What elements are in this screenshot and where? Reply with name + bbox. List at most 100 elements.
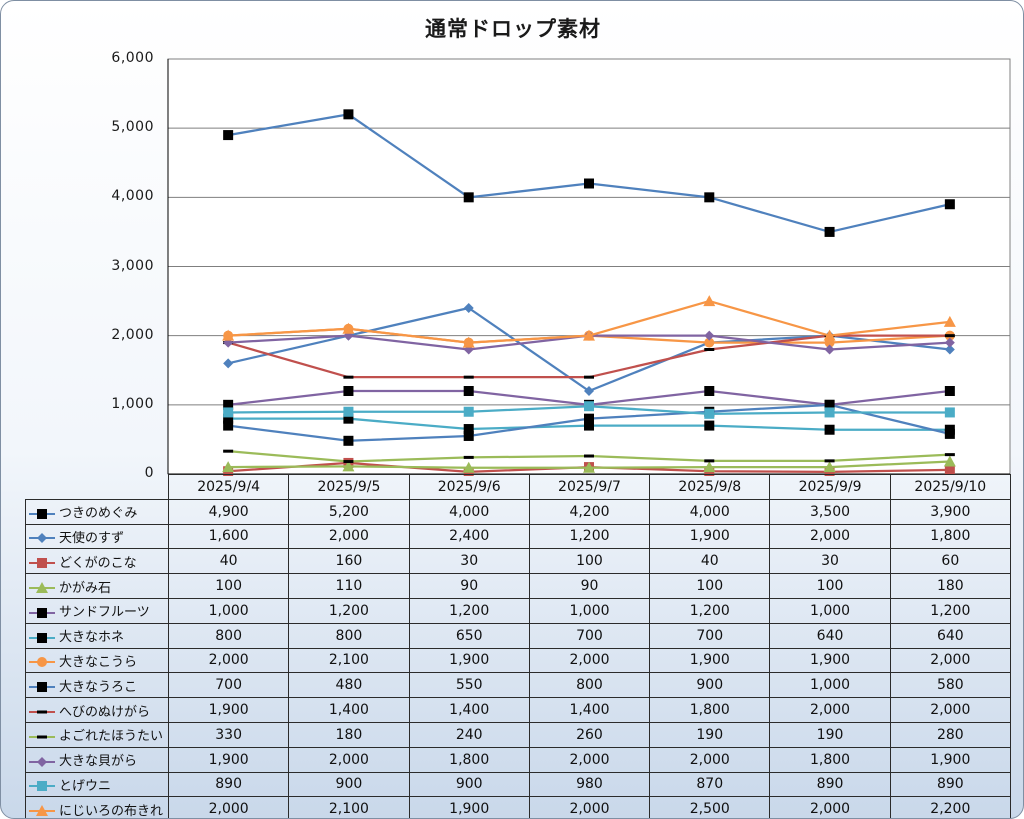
series-name: 大きなこうら — [59, 654, 138, 670]
data-point — [584, 413, 594, 424]
legend-key — [29, 682, 55, 693]
data-label: 4,000 — [408, 498, 530, 525]
legend-entry: とげウニ — [25, 771, 169, 798]
legend-entry: どくがのこな — [25, 548, 169, 575]
data-label: 180 — [288, 721, 410, 748]
x-tick-label: 2025/9/10 — [889, 474, 1011, 500]
data-point — [223, 130, 234, 141]
table-row: 大きなうろこ 700 480 550 800 900 1,000 580 — [25, 672, 1011, 699]
y-tick-label: 6,000 — [111, 50, 154, 66]
data-point — [343, 375, 354, 379]
plot-area — [167, 58, 1011, 476]
data-point — [944, 453, 955, 457]
data-point — [343, 460, 354, 464]
data-label: 2,000 — [288, 746, 410, 773]
data-point — [37, 781, 47, 792]
data-label: 900 — [288, 771, 410, 798]
series-name: 大きなホネ — [59, 630, 125, 646]
legend-key — [29, 735, 55, 739]
table-row: とげウニ 890 900 900 980 870 890 890 — [25, 771, 1011, 798]
data-label: 4,200 — [528, 498, 651, 525]
table-row: 大きなホネ 800 800 650 700 700 640 640 — [25, 622, 1011, 649]
data-label: 2,000 — [528, 796, 651, 818]
data-label: 2,000 — [889, 697, 1011, 723]
data-point — [343, 413, 354, 424]
data-point — [704, 420, 715, 431]
data-label: 1,800 — [408, 746, 530, 773]
data-point — [824, 459, 835, 463]
data-point — [463, 386, 474, 396]
data-label: 1,900 — [408, 647, 530, 674]
data-label: 2,000 — [769, 523, 891, 550]
legend-entry: 大きなこうら — [25, 647, 169, 674]
data-label: 90 — [408, 573, 530, 599]
data-point — [584, 401, 594, 412]
table-row: 天使のすず 1,600 2,000 2,400 1,200 1,900 2,000 1,800 — [25, 523, 1011, 550]
data-label: 1,800 — [649, 697, 771, 723]
data-point — [703, 461, 716, 473]
data-label: 1,000 — [769, 672, 891, 699]
data-point — [704, 408, 715, 419]
data-point — [944, 344, 955, 355]
legend-entry: 大きなホネ — [25, 622, 169, 649]
data-point — [823, 329, 836, 341]
data-point — [37, 735, 47, 739]
data-label: 190 — [769, 721, 891, 748]
data-label: 1,200 — [528, 523, 651, 550]
data-label: 1,900 — [167, 697, 290, 723]
data-label: 100 — [528, 548, 651, 575]
data-point — [343, 109, 354, 120]
data-point — [944, 464, 955, 475]
legend-key — [29, 710, 55, 714]
data-point — [342, 322, 355, 334]
data-label: 40 — [649, 548, 771, 575]
data-point — [584, 386, 594, 396]
data-label: 1,900 — [889, 746, 1011, 773]
data-label: 640 — [889, 622, 1011, 649]
data-point — [343, 406, 354, 417]
data-point — [703, 295, 716, 307]
y-tick-label: 0 — [144, 465, 154, 481]
table-row: へびのぬけがら 1,900 1,400 1,400 1,400 1,800 2,000 2,0… — [25, 697, 1011, 723]
data-point — [223, 420, 234, 431]
data-label: 700 — [528, 622, 651, 649]
data-point — [37, 682, 47, 693]
table-row: どくがのこな 40 160 30 100 40 30 60 — [25, 548, 1011, 575]
data-point — [704, 348, 715, 351]
data-label: 2,000 — [167, 647, 290, 674]
legend-entry: かがみ石 — [25, 573, 169, 599]
data-point — [943, 455, 956, 467]
data-point — [36, 582, 48, 594]
data-label: 980 — [528, 771, 651, 798]
data-point — [463, 375, 474, 379]
y-tick-label: 1,000 — [111, 395, 154, 412]
legend-key — [29, 508, 55, 519]
data-label: 1,200 — [649, 597, 771, 624]
data-label: 240 — [408, 721, 530, 748]
legend-entry: 大きな貝がら — [25, 746, 169, 773]
legend-entry: へびのぬけがら — [25, 697, 169, 723]
data-label: 1,200 — [288, 597, 410, 624]
data-point — [704, 192, 715, 203]
data-point — [463, 406, 474, 417]
data-label: 110 — [288, 573, 410, 599]
legend-key — [29, 781, 55, 792]
data-point — [37, 657, 47, 668]
data-label: 2,000 — [528, 746, 651, 773]
data-label: 2,000 — [769, 697, 891, 723]
table-row: サンドフルーツ 1,000 1,200 1,200 1,000 1,200 1,000 1,2… — [25, 597, 1011, 624]
y-tick-label: 2,000 — [111, 326, 154, 343]
data-label: 800 — [167, 622, 290, 649]
legend-key — [29, 582, 55, 594]
series-12 — [222, 295, 956, 348]
data-label: 700 — [649, 622, 771, 649]
data-point — [36, 805, 48, 817]
series-name: にじいろの布きれ — [59, 803, 164, 819]
data-label: 870 — [649, 771, 771, 798]
legend-entry: サンドフルーツ — [25, 597, 169, 624]
data-point — [37, 632, 47, 643]
data-label: 1,400 — [288, 697, 410, 723]
x-tick-label: 2025/9/8 — [649, 474, 771, 500]
data-label: 330 — [167, 721, 290, 748]
